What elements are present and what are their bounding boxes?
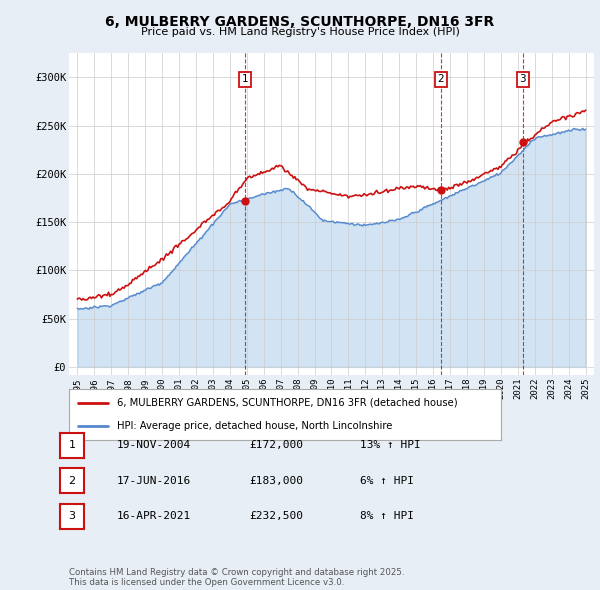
- Text: £183,000: £183,000: [249, 476, 303, 486]
- Text: 19-NOV-2004: 19-NOV-2004: [117, 441, 191, 450]
- Text: 2: 2: [437, 74, 444, 84]
- Text: Price paid vs. HM Land Registry's House Price Index (HPI): Price paid vs. HM Land Registry's House …: [140, 27, 460, 37]
- Text: 6% ↑ HPI: 6% ↑ HPI: [360, 476, 414, 486]
- Text: 3: 3: [68, 512, 76, 521]
- Text: 1: 1: [68, 441, 76, 450]
- Text: £232,500: £232,500: [249, 512, 303, 521]
- Text: 17-JUN-2016: 17-JUN-2016: [117, 476, 191, 486]
- Text: 3: 3: [520, 74, 526, 84]
- Text: 16-APR-2021: 16-APR-2021: [117, 512, 191, 521]
- Text: 8% ↑ HPI: 8% ↑ HPI: [360, 512, 414, 521]
- Text: HPI: Average price, detached house, North Lincolnshire: HPI: Average price, detached house, Nort…: [116, 421, 392, 431]
- Text: 1: 1: [241, 74, 248, 84]
- Text: Contains HM Land Registry data © Crown copyright and database right 2025.
This d: Contains HM Land Registry data © Crown c…: [69, 568, 404, 587]
- Text: 6, MULBERRY GARDENS, SCUNTHORPE, DN16 3FR (detached house): 6, MULBERRY GARDENS, SCUNTHORPE, DN16 3F…: [116, 398, 457, 408]
- Text: 6, MULBERRY GARDENS, SCUNTHORPE, DN16 3FR: 6, MULBERRY GARDENS, SCUNTHORPE, DN16 3F…: [106, 15, 494, 29]
- Text: £172,000: £172,000: [249, 441, 303, 450]
- Text: 2: 2: [68, 476, 76, 486]
- Text: 13% ↑ HPI: 13% ↑ HPI: [360, 441, 421, 450]
